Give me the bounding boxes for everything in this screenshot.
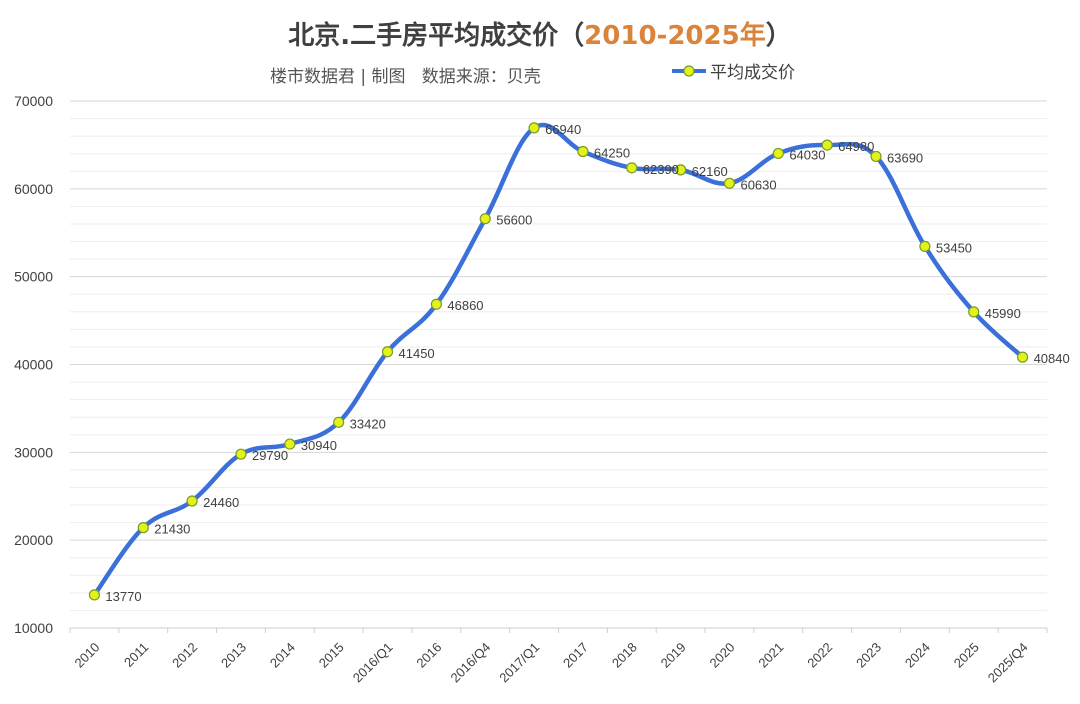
y-tick-label: 20000 (14, 532, 53, 548)
series-markers (88, 122, 1029, 601)
data-point (577, 145, 589, 158)
data-label: 56600 (496, 213, 532, 228)
chart-title-years: 2010-2025年 (584, 20, 766, 51)
data-point (772, 147, 784, 160)
chart-title: 北京.二手房平均成交价（2010-2025年） (288, 20, 791, 51)
x-tick-label: 2021 (755, 640, 786, 671)
data-point (333, 416, 345, 428)
data-point (626, 162, 638, 174)
chart-subtitle: 楼市数据君 | 制图 数据来源：贝壳 (270, 67, 541, 87)
data-label: 40840 (1034, 351, 1070, 366)
y-tick-label: 10000 (14, 620, 53, 636)
series-line-group (92, 122, 1025, 598)
chart-legend: 平均成交价 (672, 63, 795, 83)
x-tick-label: 2016 (413, 640, 444, 671)
y-tick-label: 30000 (14, 444, 53, 460)
data-point (137, 522, 149, 534)
legend-label: 平均成交价 (710, 63, 795, 83)
data-label: 33420 (350, 416, 386, 431)
data-label: 13770 (105, 589, 141, 604)
x-tick-label: 2014 (267, 640, 298, 671)
data-point (675, 164, 687, 176)
x-axis: 2010 2011 2012 2013 2014 2015 2016/Q1 2016 2016/… (69, 628, 1048, 686)
data-label: 46860 (447, 298, 483, 313)
data-point (88, 589, 101, 601)
data-label: 64030 (789, 147, 825, 162)
x-tick-label: 2010 (71, 640, 102, 671)
x-tick-label: 2024 (902, 640, 933, 671)
data-label: 41450 (399, 346, 435, 361)
data-point (235, 448, 247, 460)
data-point (968, 306, 980, 318)
data-label: 64250 (594, 146, 630, 161)
data-point (821, 139, 833, 151)
series-line (92, 122, 1025, 598)
data-point (381, 346, 394, 358)
x-tick-label: 2017/Q1 (496, 640, 542, 686)
data-label: 21430 (154, 522, 190, 537)
x-tick-label: 2016/Q1 (350, 640, 396, 686)
data-label: 53450 (936, 240, 972, 255)
x-tick-label: 2022 (804, 640, 835, 671)
x-tick-label: 2013 (218, 640, 249, 671)
x-tick-label: 2017 (560, 640, 591, 671)
x-tick-label: 2018 (609, 640, 640, 671)
data-label: 62390 (643, 162, 679, 177)
data-point (479, 213, 491, 225)
x-tick-label: 2023 (853, 640, 884, 671)
y-tick-label: 70000 (14, 93, 53, 109)
data-label: 45990 (985, 306, 1021, 321)
x-tick-label: 2012 (169, 640, 200, 671)
data-label: 63690 (887, 150, 923, 165)
data-label: 66940 (545, 122, 581, 137)
data-point (284, 438, 296, 450)
chart-title-open-paren: （ (558, 21, 584, 51)
data-labels: 13770 21430 24460 29790 30940 33420 41450 46860… (105, 122, 1069, 604)
x-tick-label: 2025/Q4 (985, 640, 1031, 686)
data-point (1016, 351, 1029, 363)
legend-marker-swatch (683, 65, 695, 77)
y-tick-label: 60000 (14, 181, 53, 197)
data-label: 24460 (203, 495, 239, 510)
data-point (723, 177, 736, 189)
x-tick-label: 2020 (707, 640, 738, 671)
data-label: 60630 (740, 177, 776, 192)
x-tick-label: 2015 (316, 640, 347, 671)
data-label: 30940 (301, 438, 337, 453)
x-tick-label: 2016/Q4 (447, 640, 493, 686)
data-point (430, 298, 442, 310)
data-point (870, 150, 882, 163)
chart-title-close-paren: ） (766, 21, 792, 51)
y-axis: 10000 20000 30000 40000 50000 60000 70000 (14, 93, 53, 636)
data-label: 64980 (838, 139, 874, 154)
grid-lines (70, 100, 1047, 629)
y-tick-label: 40000 (14, 357, 53, 373)
data-point (919, 240, 931, 252)
data-label: 62160 (692, 164, 728, 179)
data-point (186, 495, 198, 507)
chart-title-main: 北京.二手房平均成交价 (288, 20, 559, 51)
data-label: 29790 (252, 448, 288, 463)
y-tick-label: 50000 (14, 269, 53, 285)
x-tick-label: 2019 (658, 640, 689, 671)
data-point (528, 122, 540, 134)
x-tick-label: 2025 (951, 640, 982, 671)
x-tick-label: 2011 (121, 640, 151, 670)
